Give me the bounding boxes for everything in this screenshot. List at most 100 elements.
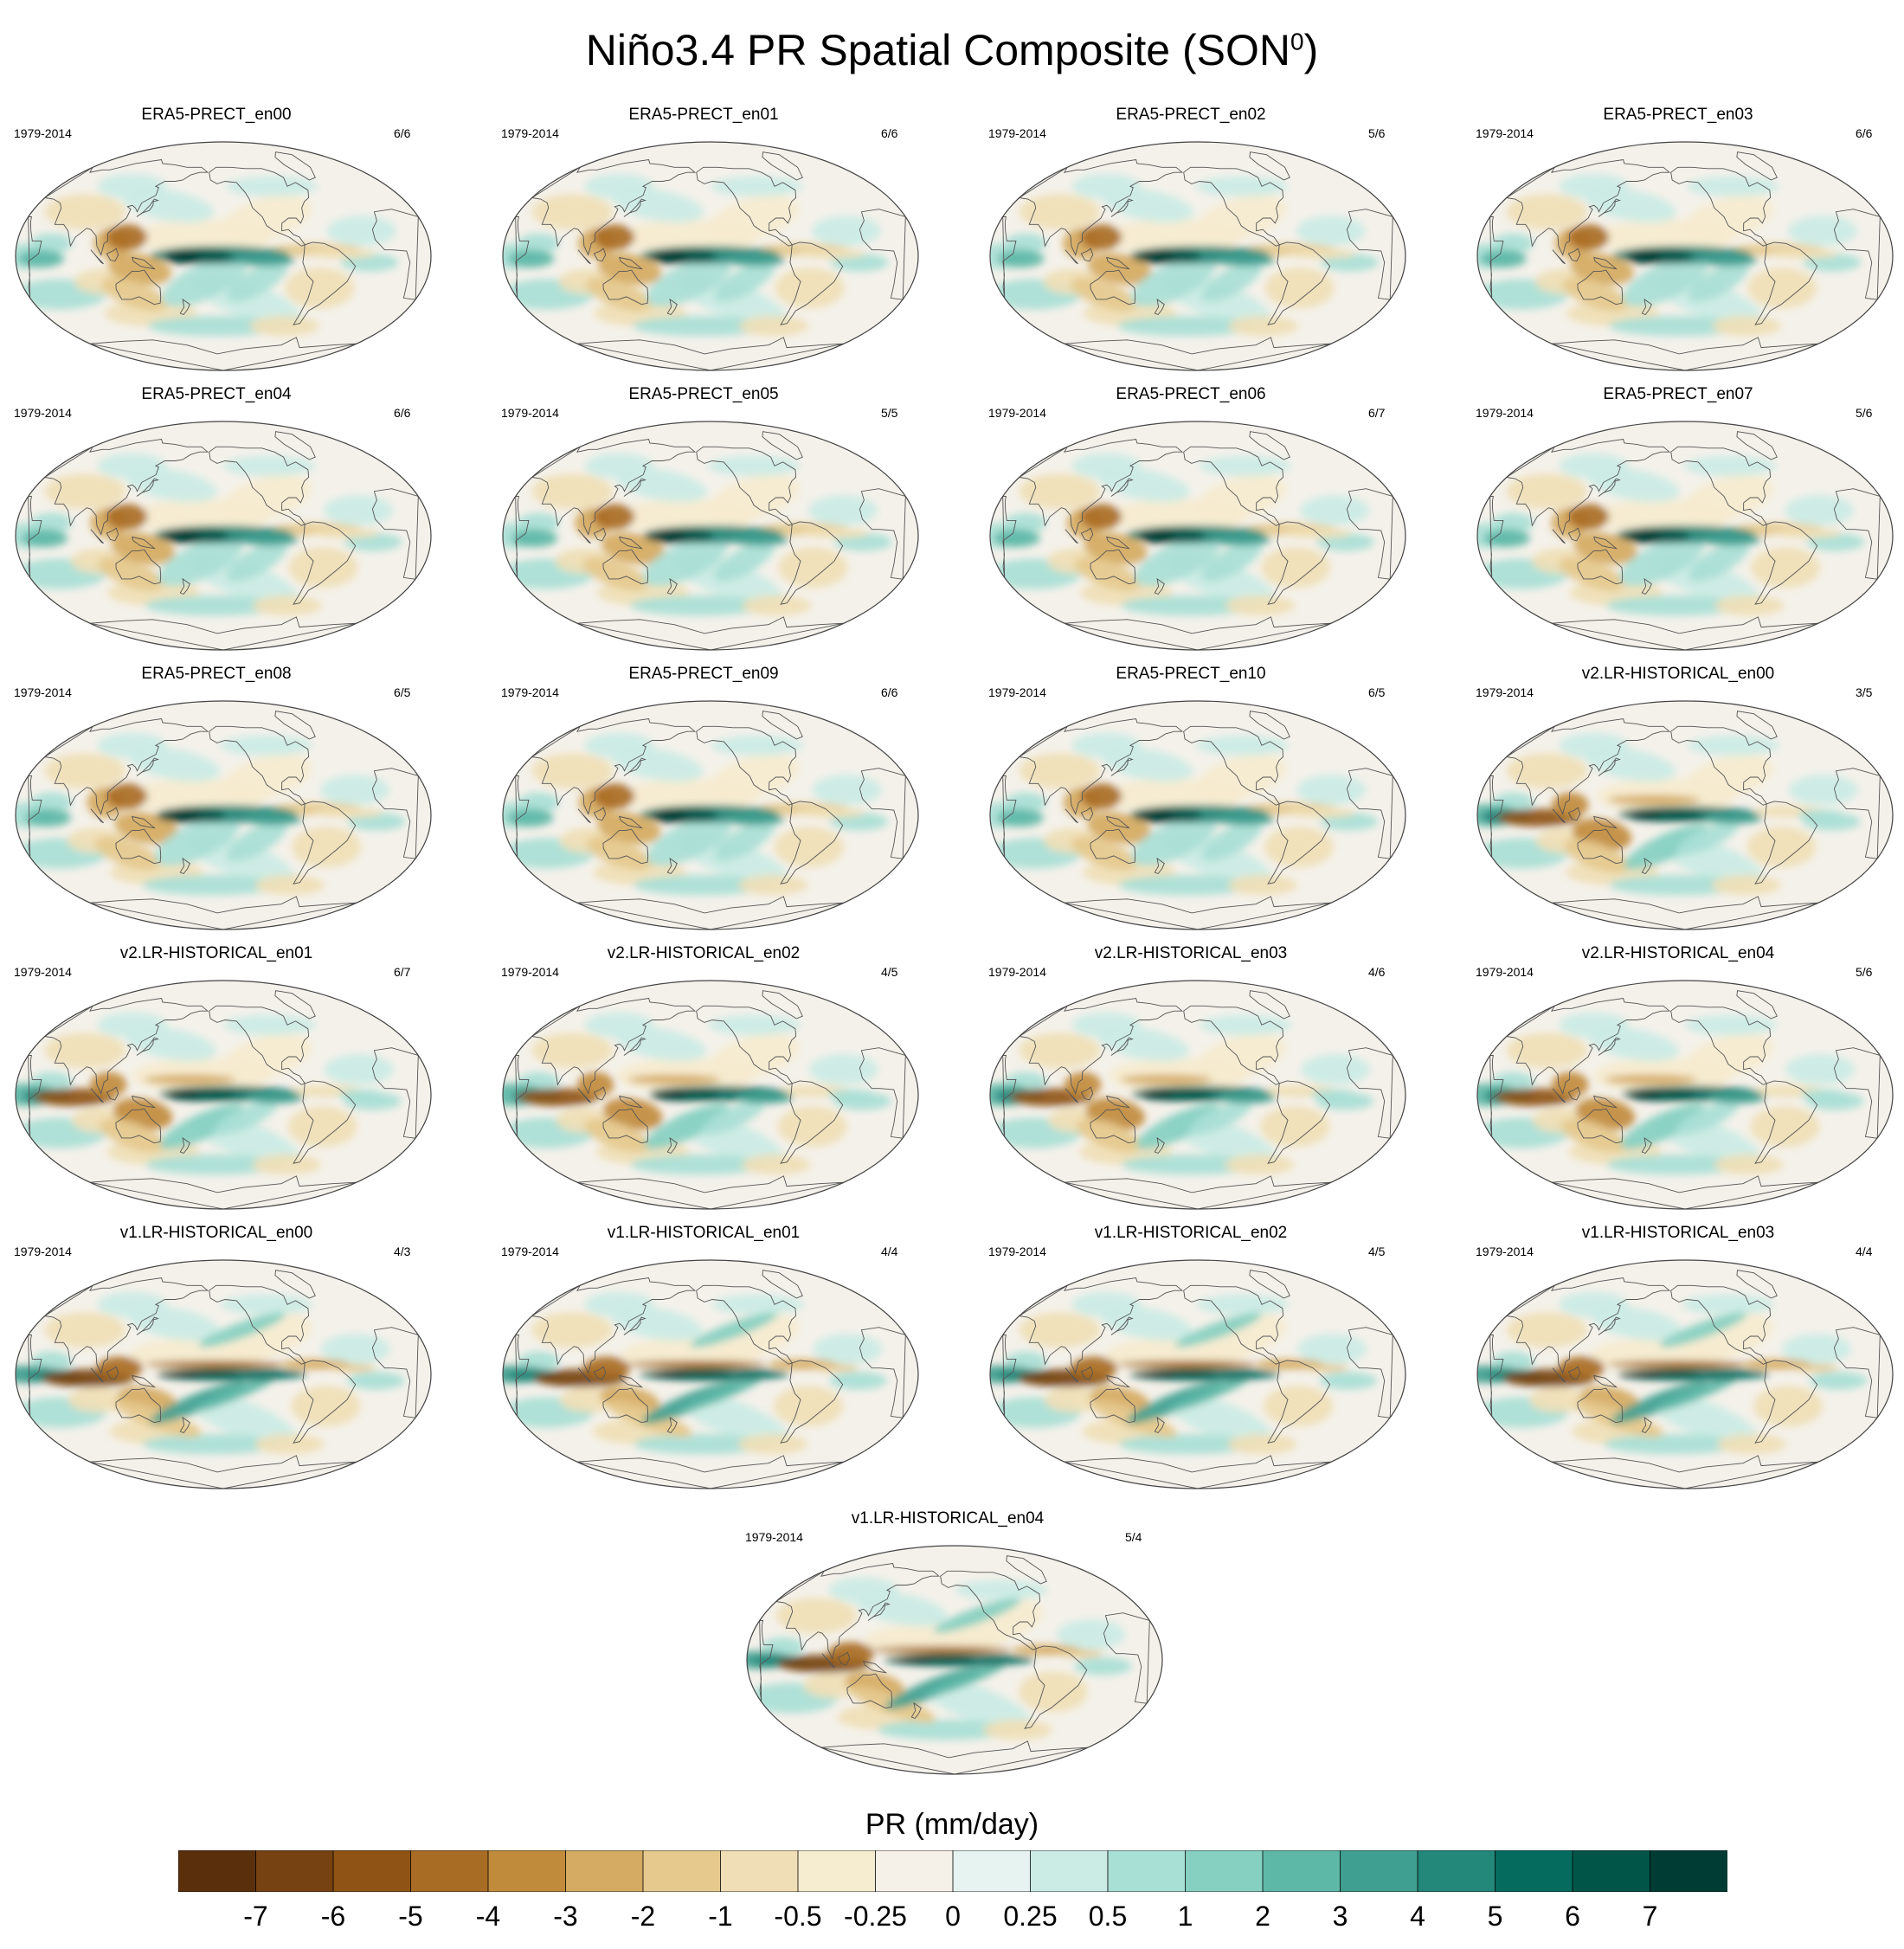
anomaly-region	[142, 1434, 281, 1455]
coastline	[696, 725, 797, 806]
coastline	[1106, 536, 1131, 550]
anomaly-region	[1196, 754, 1287, 801]
coastline	[90, 529, 104, 544]
anomaly-field	[503, 732, 888, 896]
coastline	[775, 1562, 941, 1660]
anomaly-region	[1559, 556, 1625, 591]
panel-period: 1979-2014	[501, 965, 559, 979]
anomaly-region	[584, 1012, 654, 1038]
colorbar-tick-label: -3	[553, 1901, 578, 1932]
anomaly-region	[593, 783, 635, 809]
anomaly-region	[531, 753, 613, 789]
coastline	[1598, 757, 1621, 776]
anomaly-region	[214, 1100, 278, 1135]
coastline	[136, 1316, 159, 1335]
coastline	[293, 1360, 357, 1444]
robinson-map	[989, 1259, 1406, 1489]
colorbar	[178, 1850, 1727, 1892]
anomaly-region	[1166, 1374, 1252, 1412]
anomaly-region	[1196, 195, 1287, 241]
anomaly-region	[94, 836, 161, 871]
anomaly-region	[511, 529, 558, 548]
anomaly-region	[220, 1294, 313, 1315]
coastline	[577, 249, 591, 265]
anomaly-region	[1809, 1372, 1868, 1390]
coastline	[1249, 151, 1290, 181]
coastline	[1505, 1277, 1671, 1374]
anomaly-region	[634, 1434, 773, 1455]
coastline	[1065, 1088, 1078, 1103]
anomaly-region	[1699, 254, 1758, 267]
anomaly-region	[147, 316, 286, 337]
coastline	[115, 269, 162, 306]
map-panel: v2.LR-HISTORICAL_en04 1979-2014 5/6	[1462, 944, 1894, 1212]
coastline	[115, 549, 162, 585]
anomaly-region	[98, 556, 164, 591]
map-panel: v1.LR-HISTORICAL_en00 1979-2014 4/3	[0, 1224, 433, 1492]
anomaly-region	[1139, 1370, 1176, 1379]
coastline	[1552, 529, 1566, 544]
anomaly-region	[896, 1656, 933, 1664]
anomaly-region	[877, 1720, 1016, 1740]
coastline	[1018, 1277, 1184, 1374]
coastline	[1249, 711, 1290, 740]
panel-event-count: 4/3	[394, 1245, 411, 1258]
colorbar-tick-label: -4	[475, 1901, 501, 1932]
coastline	[28, 775, 42, 858]
coastline	[859, 209, 906, 300]
anomaly-region	[738, 875, 808, 896]
coastline	[90, 1367, 104, 1383]
coastline	[1065, 529, 1078, 544]
coastline	[179, 298, 190, 316]
anomaly-region	[1567, 504, 1610, 530]
robinson-map	[1476, 141, 1894, 371]
anomaly-region	[222, 754, 312, 801]
anomaly-region	[1567, 224, 1610, 250]
map-border	[15, 421, 432, 651]
anomaly-region	[1563, 839, 1630, 873]
coastline	[1267, 1080, 1331, 1164]
anomaly-region	[1302, 1364, 1348, 1373]
anomaly-region	[1628, 810, 1661, 820]
anomaly-region	[143, 1074, 236, 1085]
anomaly-region	[583, 1118, 650, 1153]
anomaly-region	[166, 1090, 199, 1100]
anomaly-region	[44, 1032, 125, 1069]
anomaly-region	[111, 532, 176, 565]
anomaly-field	[16, 453, 402, 616]
coastline	[1183, 1284, 1284, 1365]
coastline	[1090, 269, 1136, 306]
anomaly-region	[1683, 455, 1777, 476]
anomaly-region	[601, 532, 666, 565]
coastline	[1154, 298, 1165, 316]
coastline	[1754, 1080, 1818, 1164]
coastline	[593, 807, 607, 821]
anomaly-region	[1174, 1312, 1262, 1348]
anomaly-region	[1605, 1074, 1697, 1085]
coastline	[1593, 1095, 1618, 1109]
coastline	[867, 1602, 891, 1621]
anomaly-region	[1676, 820, 1740, 856]
coastline	[1641, 577, 1652, 595]
colorbar-tick-label: 0.5	[1088, 1901, 1128, 1932]
map-panel: ERA5-PRECT_en01 1979-2014 6/6	[487, 106, 920, 374]
coastline	[1641, 298, 1652, 316]
map-border	[15, 980, 432, 1210]
coastline	[1346, 768, 1393, 859]
anomaly-region	[1687, 735, 1780, 756]
anomaly-region	[1708, 1090, 1766, 1104]
panel-title: v2.LR-HISTORICAL_en04	[1581, 944, 1775, 962]
colorbar-ticks: -7 -6 -5 -4 -3 -2 -1 -0.5 -0.25 0 0.25 0.5 1 2 3 4 5 6 7	[0, 1899, 1904, 1937]
anomaly-region	[1199, 455, 1291, 476]
coastline	[1670, 1005, 1772, 1085]
coastline	[136, 478, 159, 497]
anomaly-region	[1605, 595, 1745, 616]
coastline	[1736, 711, 1778, 740]
coastline	[623, 1037, 646, 1056]
coastline	[1018, 717, 1184, 815]
coastline	[179, 1416, 190, 1434]
anomaly-region	[68, 1386, 126, 1412]
anomaly-region	[1071, 1356, 1117, 1380]
panel-period: 1979-2014	[14, 965, 72, 979]
colorbar-tick-label: 1	[1177, 1901, 1193, 1932]
